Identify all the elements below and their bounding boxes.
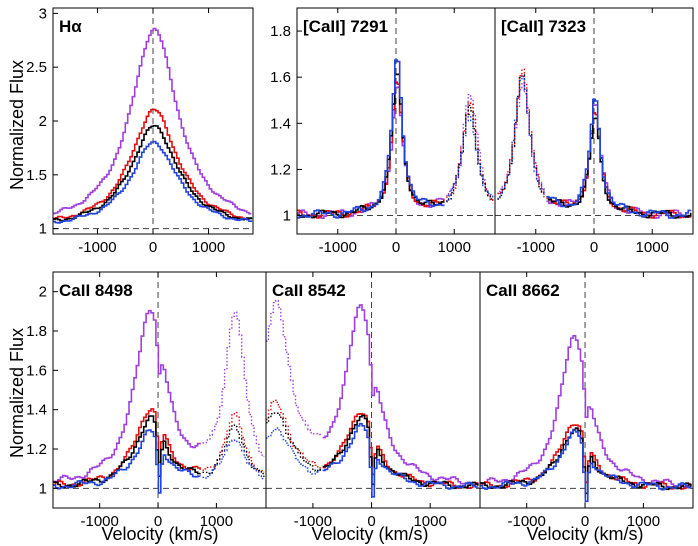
series-black-dotted-line (497, 74, 545, 200)
series-blue-dotted-line (446, 113, 494, 202)
panel-frame (265, 271, 481, 509)
y-tick-label: 1 (39, 480, 47, 497)
series-violet-line (546, 104, 692, 219)
panel-frame (52, 271, 267, 509)
y-tick-label: 1.4 (26, 402, 47, 419)
x-tick-label: 0 (392, 239, 400, 256)
series-black-line (53, 415, 201, 489)
series-blue-dotted-line (266, 427, 321, 475)
panel-caii-8498: -1000 0 1000 1 1.2 1.4 1.6 1.8 2 CaII 8498 (26, 271, 267, 530)
y-tick-label: 1.8 (26, 323, 47, 340)
series-black-dotted-line (266, 412, 321, 472)
x-tick-label: 1000 (192, 239, 225, 256)
series-red-line (53, 108, 253, 221)
y-tick-label: 2 (39, 284, 47, 301)
x-tick-label: -1000 (507, 513, 545, 530)
series-red-line (546, 112, 692, 219)
series-violet-line (322, 304, 479, 487)
series-blue-line (53, 429, 201, 494)
x-tick-label: 1000 (413, 513, 446, 530)
x-tick-label: 0 (581, 513, 589, 530)
y-tick-label: 1.5 (26, 167, 47, 184)
x-tick-label: 0 (590, 239, 598, 256)
x-tick-label: 1000 (200, 513, 233, 530)
x-tick-label: 1000 (438, 239, 471, 256)
y-tick-label: 3 (39, 5, 47, 22)
panel-caii-7323: -1000 0 1000 [CaII] 7323 (494, 7, 694, 256)
panel-title: CaII 8662 (486, 281, 560, 300)
y-tick-label: 1 (283, 208, 291, 225)
series-violet-dotted-line (202, 311, 265, 457)
panel-title: Hα (59, 17, 82, 36)
panel-title: [CaII] 7323 (501, 17, 586, 36)
series-black-line (53, 124, 253, 222)
y-tick-label: 2.5 (26, 59, 47, 76)
y-tick-label: 1.2 (270, 161, 291, 178)
y-tick-label: 1 (39, 221, 47, 238)
xlabel-2: Velocity (km/s) (311, 524, 428, 544)
xlabel-1: Velocity (km/s) (101, 524, 218, 544)
x-tick-label: -1000 (78, 239, 116, 256)
series-violet-line (53, 27, 252, 215)
x-tick-label: 1000 (636, 239, 669, 256)
series-blue-line (480, 429, 692, 503)
panel-title: CaII 8542 (272, 281, 346, 300)
series-blue-line (322, 422, 479, 498)
series-red-dotted-line (202, 411, 265, 473)
y-tick-label: 1.4 (270, 115, 291, 132)
ylabel-bottom: Normalized Flux (7, 328, 27, 458)
x-tick-label: -1000 (294, 513, 332, 530)
series-blue-line (53, 140, 253, 224)
series-black-dotted-line (202, 424, 265, 477)
xlabel-3: Velocity (km/s) (526, 524, 643, 544)
series-blue-dotted-line (497, 76, 545, 200)
y-tick-label: 1.8 (270, 23, 291, 40)
series-red-line (297, 81, 445, 219)
series-black-dotted-line (446, 104, 493, 203)
x-tick-label: 0 (367, 513, 375, 530)
series-blue-line (297, 59, 445, 219)
series-violet-line (297, 86, 445, 219)
ylabel-top: Normalized Flux (7, 60, 27, 190)
panel-title: CaII 8498 (59, 281, 133, 300)
series-violet-line (480, 335, 692, 489)
series-red-dotted-line (266, 399, 321, 469)
x-tick-label: -1000 (319, 239, 357, 256)
series-violet-line (53, 309, 201, 483)
series-blue-dotted-line (202, 439, 265, 480)
panel-halpha: -1000 0 1000 1 1.5 2 2.5 3 Hα (26, 5, 254, 256)
series-violet-dotted-line (266, 299, 321, 437)
x-tick-label: 1000 (627, 513, 660, 530)
x-tick-label: 0 (154, 513, 162, 530)
panel-frame (479, 271, 694, 509)
series-black-line (297, 73, 445, 219)
y-tick-label: 2 (39, 113, 47, 130)
panel-title: [CaII] 7291 (303, 17, 388, 36)
panel-caii-8542: -1000 0 1000 CaII 8542 (265, 271, 481, 530)
y-tick-label: 1.2 (26, 441, 47, 458)
series-blue-line (546, 98, 692, 219)
y-tick-label: 1.6 (26, 362, 47, 379)
x-tick-label: -1000 (517, 239, 555, 256)
x-tick-label: -1000 (80, 513, 118, 530)
panel-caii-7291: -1000 0 1000 1 1.2 1.4 1.6 1.8 [CaII] 7291 (270, 7, 496, 256)
panel-caii-8662: -1000 0 1000 CaII 8662 (479, 271, 694, 530)
y-tick-label: 1.6 (270, 69, 291, 86)
x-tick-label: 0 (149, 239, 157, 256)
